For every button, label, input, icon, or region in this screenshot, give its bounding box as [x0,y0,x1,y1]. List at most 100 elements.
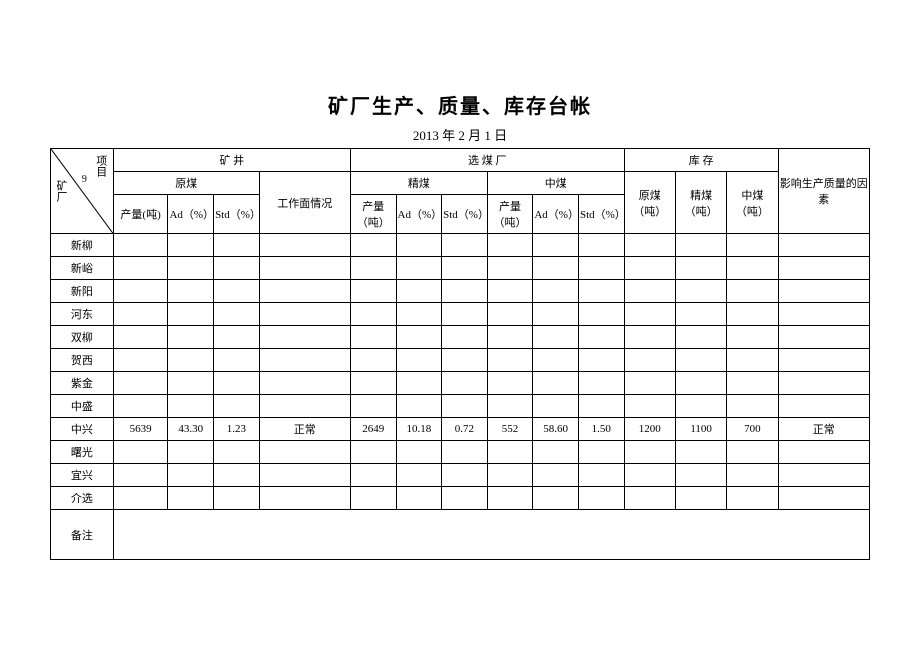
cell: 58.60 [533,418,579,441]
cell [487,303,533,326]
cell [675,303,726,326]
cell [168,441,214,464]
table-row: 双柳 [51,326,870,349]
diag-right: 项目 [93,155,109,177]
header-prod1: 产量(吨) [113,195,168,234]
cell [675,349,726,372]
cell [214,349,260,372]
cell [675,257,726,280]
diag-left: 矿厂 [53,180,69,202]
cell [778,372,869,395]
cell [168,395,214,418]
cell [624,441,675,464]
cell [533,464,579,487]
cell [259,349,350,372]
row-name: 中兴 [51,418,114,441]
cell [214,395,260,418]
cell [350,441,396,464]
cell [487,234,533,257]
cell [727,372,778,395]
cell [778,257,869,280]
cell [350,234,396,257]
cell [533,441,579,464]
cell [727,487,778,510]
cell [778,234,869,257]
cell [533,395,579,418]
cell [487,257,533,280]
cell [259,395,350,418]
diag-num: 9 [82,174,87,185]
cell [578,487,624,510]
row-name: 贺西 [51,349,114,372]
cell [727,326,778,349]
cell [214,234,260,257]
table-row: 贺西 [51,349,870,372]
cell [350,395,396,418]
cell [727,280,778,303]
cell [778,280,869,303]
cell [442,326,488,349]
cell [168,280,214,303]
cell [396,349,442,372]
cell [778,487,869,510]
cell [442,372,488,395]
cell [214,326,260,349]
row-name: 介选 [51,487,114,510]
cell [350,280,396,303]
cell [487,464,533,487]
cell [533,280,579,303]
header-mine: 矿 井 [113,149,350,172]
header-std3: Std（%） [578,195,624,234]
table-row: 河东 [51,303,870,326]
page-date: 2013 年 2 月 1 日 [50,125,870,144]
cell: 2649 [350,418,396,441]
header-plant: 选 煤 厂 [350,149,624,172]
table-row: 新峪 [51,257,870,280]
cell: 0.72 [442,418,488,441]
header-std1: Std（%） [214,195,260,234]
cell [113,487,168,510]
cell [578,280,624,303]
cell [533,372,579,395]
cell [113,326,168,349]
table-row: 曙光 [51,441,870,464]
cell: 700 [727,418,778,441]
cell [168,257,214,280]
table-row: 新柳 [51,234,870,257]
row-name: 曙光 [51,441,114,464]
cell [350,487,396,510]
cell [350,349,396,372]
notes-label: 备注 [51,510,114,560]
cell [396,280,442,303]
cell [533,257,579,280]
header-ad3: Ad（%） [533,195,579,234]
cell [487,280,533,303]
cell [113,372,168,395]
cell [675,280,726,303]
diagonal-header: 矿厂 9 项目 [51,149,114,234]
cell [533,349,579,372]
cell [259,372,350,395]
cell: 1.50 [578,418,624,441]
cell: 1100 [675,418,726,441]
row-name: 新阳 [51,280,114,303]
cell [727,441,778,464]
cell [624,280,675,303]
cell [259,441,350,464]
cell: 正常 [259,418,350,441]
cell [350,372,396,395]
cell [487,372,533,395]
cell [578,464,624,487]
cell [533,234,579,257]
header-fine2: 精煤（吨） [675,172,726,234]
table-row: 宜兴 [51,464,870,487]
cell [259,464,350,487]
cell [624,349,675,372]
cell [396,464,442,487]
header-fine: 精煤 [350,172,487,195]
cell [396,257,442,280]
cell [214,257,260,280]
cell [168,303,214,326]
cell [113,280,168,303]
cell [259,326,350,349]
